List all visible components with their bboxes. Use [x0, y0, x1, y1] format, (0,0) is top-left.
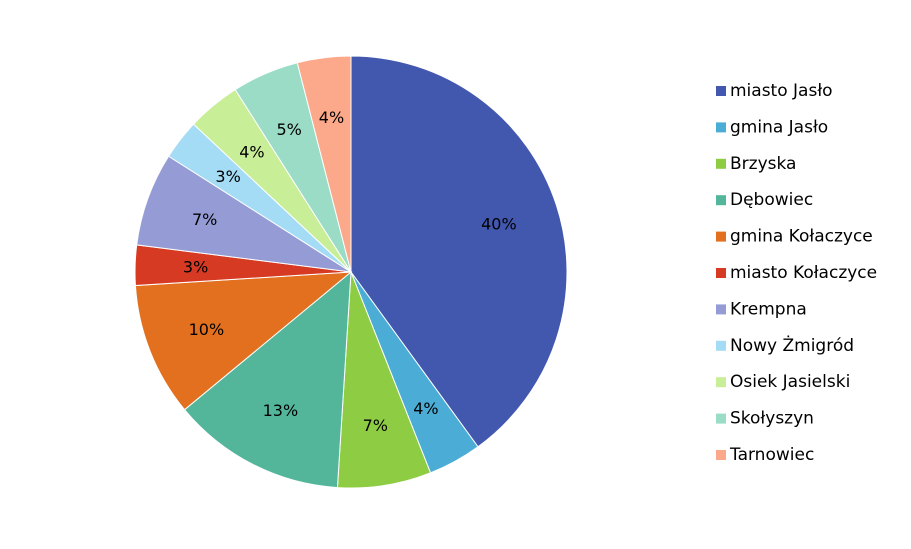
- data-label-10: 4%: [319, 108, 344, 127]
- legend-swatch-5: [716, 268, 726, 278]
- legend: miasto Jasło gmina Jasło Brzyska Dębowiec gm…: [716, 81, 877, 465]
- legend-swatch-9: [716, 413, 726, 424]
- legend-label-0: miasto Jasło: [730, 81, 833, 101]
- data-label-8: 4%: [239, 143, 264, 162]
- legend-label-4: gmina Kołaczyce: [730, 227, 873, 247]
- legend-swatch-1: [716, 122, 726, 133]
- pie-slice-0: [350, 55, 568, 448]
- legend-swatch-6: [716, 304, 726, 315]
- legend-swatch-8: [716, 377, 726, 388]
- legend-label-5: miasto Kołaczyce: [730, 263, 877, 283]
- legend-label-2: Brzyska: [730, 154, 796, 174]
- data-label-0: 40%: [481, 214, 517, 233]
- legend-swatch-0: [716, 86, 726, 96]
- legend-swatch-10: [716, 450, 726, 460]
- legend-label-6: Krempna: [730, 299, 807, 319]
- data-label-7: 3%: [215, 167, 240, 186]
- legend-label-1: gmina Jasło: [730, 117, 828, 137]
- pie-slice-4: [134, 271, 353, 411]
- data-label-3: 13%: [263, 401, 299, 420]
- data-label-2: 7%: [363, 416, 388, 435]
- pie-data-labels: 40% 4% 7% 13% 10% 3% 7% 3% 4% 5% 4%: [183, 108, 517, 435]
- data-label-1: 4%: [413, 399, 438, 418]
- legend-swatch-3: [716, 195, 726, 206]
- legend-swatch-2: [716, 158, 726, 169]
- legend-swatch-7: [716, 340, 726, 351]
- data-label-5: 3%: [183, 258, 208, 277]
- data-label-6: 7%: [192, 210, 217, 229]
- pie-slices: [134, 55, 568, 489]
- pie-slice-10: [296, 55, 352, 273]
- data-label-9: 5%: [277, 120, 302, 139]
- legend-label-10: Tarnowiec: [729, 445, 814, 465]
- legend-label-3: Dębowiec: [730, 190, 813, 210]
- legend-swatch-4: [716, 231, 726, 242]
- legend-label-7: Nowy Żmigród: [730, 335, 854, 356]
- pie-slice-3: [183, 270, 352, 489]
- data-label-4: 10%: [189, 320, 225, 339]
- legend-label-8: Osiek Jasielski: [730, 372, 850, 392]
- legend-label-9: Skołyszyn: [730, 409, 814, 429]
